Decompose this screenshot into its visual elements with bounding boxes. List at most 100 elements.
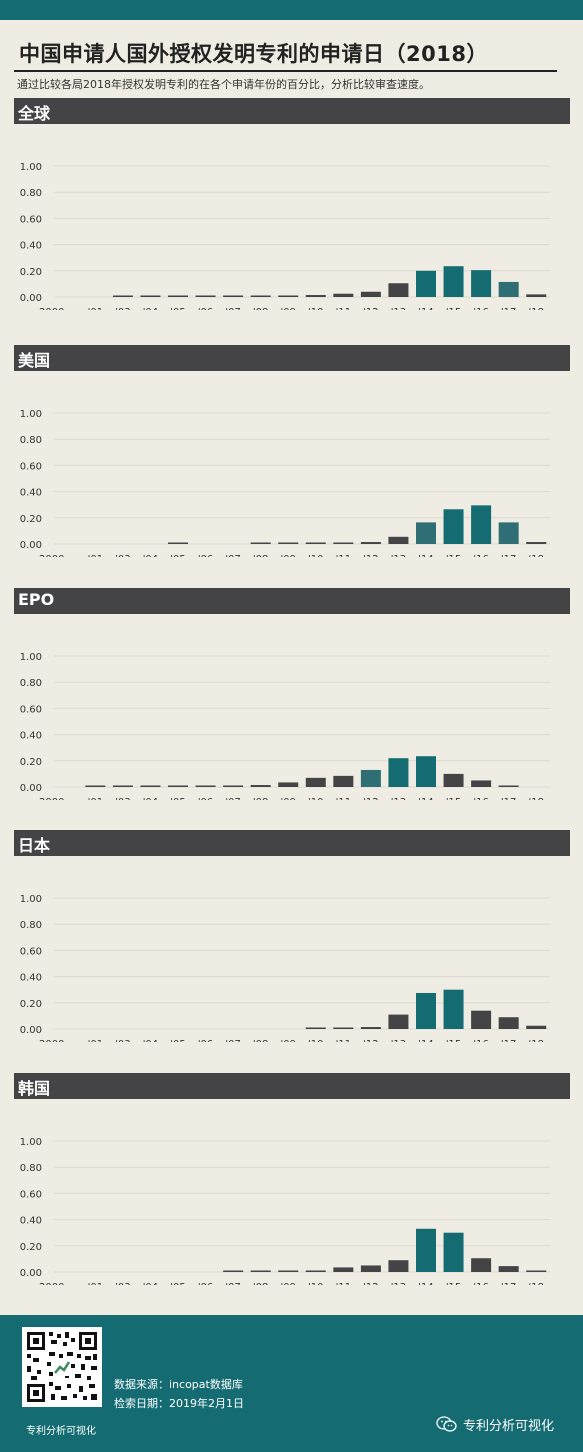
y-tick-label: 0.40	[20, 973, 42, 984]
bar	[250, 785, 271, 787]
wechat-icon	[436, 1416, 457, 1432]
bar	[85, 785, 106, 787]
y-tick-label: 0.80	[20, 1163, 42, 1174]
bar	[471, 1010, 492, 1029]
bar	[223, 1270, 244, 1272]
section-header: 日本	[14, 830, 570, 856]
x-tick-label: '03	[115, 797, 130, 800]
bar	[333, 1027, 354, 1029]
x-tick-label: '18	[528, 1282, 543, 1285]
x-tick-label: '17	[501, 307, 516, 310]
y-tick-label: 0.40	[20, 1216, 42, 1227]
chart-svg: 1.00 0.80 0.60 0.40 0.20 0.00 2000 '01 '03 '04 '05…	[20, 409, 550, 557]
bar	[140, 785, 161, 787]
bar	[498, 1266, 519, 1272]
x-tick-label: '01	[88, 1282, 103, 1285]
x-tick-label: '17	[501, 1039, 516, 1042]
bar	[195, 295, 216, 297]
x-tick-label: '08	[253, 554, 268, 557]
bar	[360, 542, 381, 544]
y-tick-label: 1.00	[20, 894, 42, 905]
x-tick-label: '13	[391, 797, 406, 800]
x-tick-label: '05	[170, 1039, 185, 1042]
x-tick-label: '03	[115, 1039, 130, 1042]
x-tick-label: '11	[336, 307, 351, 310]
x-tick-label: '06	[198, 797, 213, 800]
y-tick-label: 0.60	[20, 214, 42, 225]
bar	[278, 1270, 299, 1272]
x-tick-label: '16	[473, 1282, 488, 1285]
bar	[443, 266, 464, 297]
bar	[333, 293, 354, 297]
bar	[443, 1232, 464, 1272]
bar	[388, 283, 409, 297]
bar	[278, 782, 299, 787]
bar	[498, 785, 519, 787]
y-tick-label: 0.40	[20, 731, 42, 742]
x-tick-label: '05	[170, 797, 185, 800]
x-tick-label: '12	[363, 1282, 378, 1285]
bar	[278, 542, 299, 544]
y-tick-label: 0.00	[20, 1268, 42, 1279]
x-tick-label: '07	[225, 1039, 240, 1042]
x-tick-label: '12	[363, 797, 378, 800]
x-tick-label: '06	[198, 307, 213, 310]
section-title: 全球	[18, 104, 51, 123]
bar	[250, 542, 271, 544]
bar	[168, 295, 188, 297]
x-tick-label: '03	[115, 1282, 130, 1285]
y-tick-label: 0.20	[20, 757, 42, 768]
bar	[443, 509, 464, 544]
retrieval-date: 检索日期：2019年2月1日	[114, 1397, 244, 1410]
y-tick-label: 0.60	[20, 461, 42, 472]
qr-code-icon	[22, 1327, 102, 1407]
x-tick-label: '07	[225, 1282, 240, 1285]
x-tick-label: '04	[143, 307, 158, 310]
bar	[360, 769, 381, 787]
section-title: 美国	[18, 351, 51, 370]
x-tick-label: '11	[336, 797, 351, 800]
x-tick-label: '15	[446, 797, 461, 800]
y-tick-label: 0.00	[20, 1025, 42, 1036]
y-tick-label: 1.00	[20, 162, 42, 173]
x-tick-label: '06	[198, 554, 213, 557]
y-tick-label: 0.80	[20, 435, 42, 446]
x-tick-label: '16	[473, 307, 488, 310]
bar	[360, 1027, 381, 1029]
section-title: EPO	[18, 590, 55, 609]
bar	[305, 295, 326, 297]
bar	[112, 295, 133, 297]
x-tick-label: '09	[280, 554, 295, 557]
bar	[526, 1270, 547, 1272]
x-tick-label: '16	[473, 797, 488, 800]
x-tick-label: '04	[143, 1282, 158, 1285]
bar	[360, 291, 381, 297]
x-tick-label: '09	[280, 307, 295, 310]
footer: 数据来源：incopat数据库 检索日期：2019年2月1日 专利分析可视化 专…	[0, 1315, 583, 1452]
bar	[168, 542, 188, 544]
x-tick-label: '13	[391, 1039, 406, 1042]
bar	[250, 295, 271, 297]
x-tick-label: '07	[225, 554, 240, 557]
bar	[360, 1265, 381, 1272]
x-tick-label: 2000	[39, 797, 64, 800]
x-tick-label: '10	[308, 554, 323, 557]
bar	[416, 522, 436, 544]
bar	[305, 1270, 326, 1272]
x-tick-label: '17	[501, 797, 516, 800]
x-tick-label: '04	[143, 554, 158, 557]
y-tick-label: 0.20	[20, 999, 42, 1010]
x-tick-label: '13	[391, 1282, 406, 1285]
x-tick-label: 2000	[39, 554, 64, 557]
bar	[416, 270, 436, 297]
bar	[388, 1014, 409, 1029]
x-tick-label: 2000	[39, 307, 64, 310]
chart-svg: 1.00 0.80 0.60 0.40 0.20 0.00 2000 '01 '03 '04 '05…	[20, 1137, 550, 1285]
bar	[526, 1025, 547, 1029]
x-tick-label: '08	[253, 1039, 268, 1042]
x-tick-label: '14	[418, 554, 433, 557]
bar	[526, 542, 547, 544]
section-title: 日本	[18, 836, 51, 855]
x-tick-label: '09	[280, 797, 295, 800]
x-tick-label: '08	[253, 307, 268, 310]
